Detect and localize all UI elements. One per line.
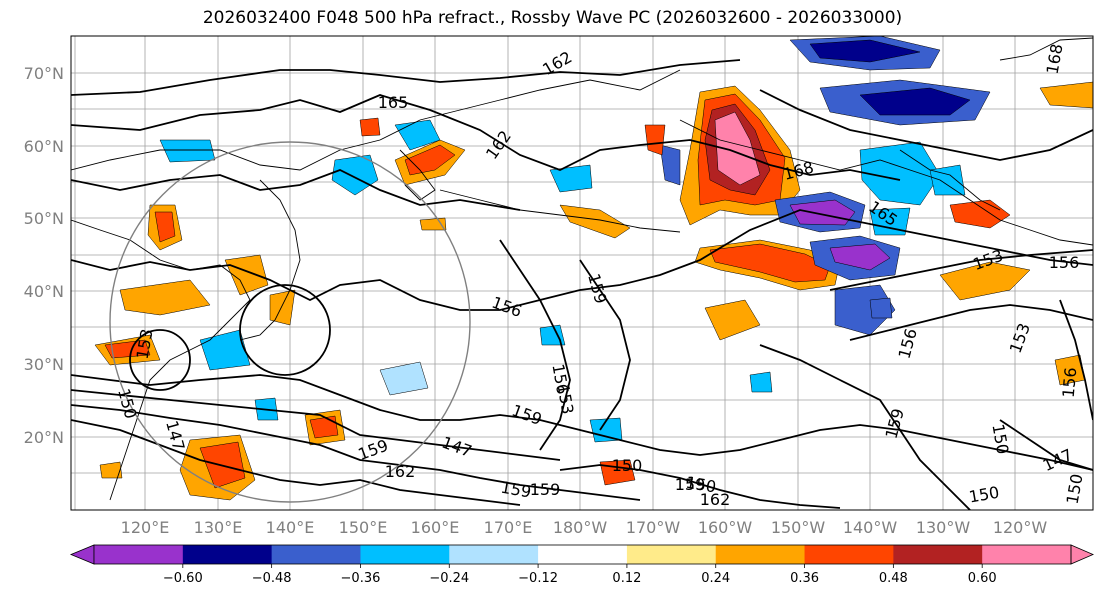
longitude-label: 180°W (553, 518, 608, 537)
colorbar-tick-label: −0.24 (429, 571, 469, 586)
contour-label: 162 (700, 490, 731, 509)
contour-label: 156 (1049, 253, 1080, 272)
colorbar-tick-label: 0.60 (968, 571, 997, 586)
longitude-label: 160°W (698, 518, 753, 537)
colorbar-segment (538, 545, 628, 564)
colorbar-frame (93, 544, 1072, 565)
colorbar-segment (626, 545, 717, 564)
colorbar-tick-label: 0.12 (612, 571, 641, 586)
colorbar-min-extension (69, 544, 95, 565)
colorbar-segment (893, 545, 983, 564)
colorbar-segment (182, 545, 273, 564)
coastlines (71, 37, 1093, 501)
map-title: 2026032400 F048 500 hPa refract., Rossby… (202, 8, 903, 28)
colorbar-tick-label: 0.36 (790, 571, 819, 586)
map-frame (70, 35, 1094, 511)
latitude-label: 60°N (24, 137, 64, 156)
colorbar-segment (360, 545, 450, 564)
longitude-label: 140°E (266, 518, 315, 537)
refractivity-contours (71, 59, 1093, 510)
contour-label: 150 (612, 456, 643, 475)
longitude-label: 170°E (484, 518, 533, 537)
colorbar-segment (982, 545, 1072, 564)
contour-label: 159 (675, 475, 706, 494)
longitude-label: 120°E (121, 518, 170, 537)
colorbar-tick-label: −0.60 (163, 571, 203, 586)
colorbar-segment (94, 545, 184, 564)
colorbar: −0.60 −0.48 −0.36 −0.24 −0.12 0.12 0.24 0.36 0.4… (69, 544, 1095, 586)
longitude-label: 150°W (771, 518, 826, 537)
colorbar-tick-label: −0.12 (518, 571, 558, 586)
longitude-label: 170°W (626, 518, 681, 537)
longitude-label: 160°E (411, 518, 460, 537)
latitude-label: 50°N (24, 209, 64, 228)
contour-label: 162 (385, 462, 416, 481)
contour-label: 165 (378, 93, 409, 112)
latitude-label: 30°N (24, 355, 64, 374)
colorbar-segment (449, 545, 539, 564)
longitude-label: 130°E (194, 518, 243, 537)
colorbar-tick-label: −0.36 (341, 571, 381, 586)
latitude-labels: 70°N 60°N 50°N 40°N 30°N 20°N (24, 64, 64, 447)
colorbar-segment (804, 545, 894, 564)
reference-circle (109, 141, 471, 503)
longitude-label: 120°W (993, 518, 1048, 537)
longitude-labels: 120°E 130°E 140°E 150°E 160°E 170°E 180°W 170°W… (121, 518, 1048, 537)
colorbar-tick-label: 0.24 (701, 571, 730, 586)
latitude-label: 20°N (24, 428, 64, 447)
colorbar-segment (715, 545, 806, 564)
latitude-label: 70°N (24, 64, 64, 83)
latitude-label: 40°N (24, 282, 64, 301)
colorbar-tick-label: −0.48 (252, 571, 292, 586)
colorbar-max-extension (1070, 544, 1095, 565)
longitude-label: 150°E (339, 518, 388, 537)
contour-label: 156 (1059, 366, 1081, 398)
contour-label: 159 (530, 480, 561, 499)
longitude-label: 140°W (843, 518, 898, 537)
longitude-label: 130°W (916, 518, 971, 537)
colorbar-tick-label: 0.48 (879, 571, 908, 586)
colorbar-segment (271, 545, 361, 564)
